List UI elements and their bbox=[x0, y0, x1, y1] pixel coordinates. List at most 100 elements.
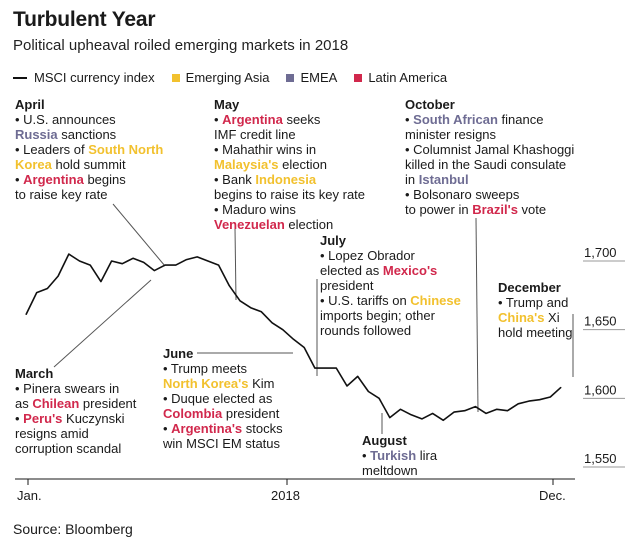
annotation-heading: August bbox=[362, 433, 407, 448]
data-point bbox=[164, 264, 166, 266]
annotation-line: Russia sanctions bbox=[15, 127, 163, 142]
annotation-line: IMF credit line bbox=[214, 127, 365, 142]
annotation-text: • Columnist Jamal Khashoggi bbox=[405, 142, 575, 157]
data-point bbox=[261, 311, 262, 313]
annotation-line: Colombia president bbox=[163, 406, 283, 421]
annotation-text: to raise key rate bbox=[15, 187, 108, 202]
data-point bbox=[250, 307, 252, 309]
legend-item-index: MSCI currency index bbox=[13, 70, 155, 85]
annotation-text: to power in bbox=[405, 202, 473, 217]
annotation-heading: May bbox=[214, 97, 240, 112]
highlight-latam: Argentina's bbox=[171, 421, 243, 436]
data-point bbox=[303, 347, 305, 348]
annotation-text: • bbox=[163, 421, 172, 436]
annotation-text: • Lopez Obrador bbox=[320, 248, 415, 263]
annotation-line: • South African finance bbox=[405, 112, 574, 127]
data-point bbox=[293, 338, 294, 340]
data-point bbox=[496, 408, 498, 410]
annotation-line: • Bank Indonesia bbox=[214, 172, 365, 187]
annotation-line: • Turkish lira bbox=[362, 448, 437, 463]
annotation-line: resigns amid bbox=[15, 426, 136, 441]
legend-line-swatch bbox=[13, 76, 27, 79]
annotation-line: Venezuelan election bbox=[214, 217, 365, 232]
annotation-text: election bbox=[278, 157, 327, 172]
data-point bbox=[207, 260, 209, 262]
data-point bbox=[464, 410, 466, 412]
annotation-line: in Istanbul bbox=[405, 172, 574, 187]
annotation-june: June • Trump meets North Korea's Kim • Duqu… bbox=[163, 346, 283, 451]
annotation-text: vote bbox=[517, 202, 547, 217]
annotation-line: • Argentina's stocks bbox=[163, 421, 283, 436]
annotation-april: April • U.S. announces Russia sanctions • L… bbox=[15, 97, 163, 202]
y-tick-label: 1,650 bbox=[584, 314, 617, 329]
data-point bbox=[196, 256, 198, 258]
annotation-line: • Trump and bbox=[498, 295, 572, 310]
annotation-text: sanctions bbox=[57, 127, 117, 142]
annotation-heading: June bbox=[163, 346, 194, 361]
annotation-text: • Bank bbox=[214, 172, 256, 187]
chart-subtitle: Political upheaval roiled emerging marke… bbox=[13, 37, 349, 54]
annotation-text: • U.S. tariffs on bbox=[320, 293, 411, 308]
annotation-line: to raise key rate bbox=[15, 187, 163, 202]
highlight-latam: Argentina bbox=[23, 172, 84, 187]
annotation-line: • Argentina begins bbox=[15, 172, 163, 187]
annotation-line: • Bolsonaro sweeps bbox=[405, 187, 574, 202]
legend-swatch-emea bbox=[286, 73, 295, 82]
data-point bbox=[175, 264, 177, 266]
highlight-latam: Peru's bbox=[23, 411, 63, 426]
legend-item-emea: EMEA bbox=[286, 70, 337, 85]
annotation-text: lira bbox=[416, 448, 438, 463]
data-point bbox=[154, 270, 155, 271]
data-point bbox=[389, 417, 391, 418]
data-point bbox=[432, 413, 433, 414]
annotation-text: elected as bbox=[320, 263, 383, 278]
annotation-line: • U.S. announces bbox=[15, 112, 163, 127]
annotation-text: meltdown bbox=[362, 463, 418, 478]
annotation-line: as Chilean president bbox=[15, 396, 136, 411]
legend-swatch-latam bbox=[354, 73, 363, 82]
data-point bbox=[89, 264, 91, 266]
annotation-text: win MSCI EM status bbox=[163, 436, 281, 451]
legend-item-asia: Emerging Asia bbox=[171, 70, 269, 85]
data-point bbox=[400, 408, 401, 410]
legend: MSCI currency index Emerging Asia EMEA L… bbox=[13, 70, 464, 85]
legend-item-latam: Latin America bbox=[354, 70, 447, 85]
highlight-asia: Chinese bbox=[410, 293, 461, 308]
data-point bbox=[346, 385, 348, 387]
annotation-text: • Bolsonaro sweeps bbox=[405, 187, 520, 202]
y-tick-label: 1,700 bbox=[584, 245, 617, 260]
highlight-emea: Istanbul bbox=[418, 172, 469, 187]
annotation-line: North Korea's Kim bbox=[163, 376, 283, 391]
annotation-text: • Mahathir wins in bbox=[214, 142, 317, 157]
data-point bbox=[239, 300, 241, 302]
data-point bbox=[485, 413, 487, 414]
data-point bbox=[528, 400, 530, 402]
highlight-latam: Venezuelan bbox=[214, 217, 285, 232]
annotation-text: corruption scandal bbox=[15, 441, 122, 456]
legend-label: EMEA bbox=[300, 70, 338, 85]
annotation-text: finance bbox=[497, 112, 544, 127]
annotation-text: begins bbox=[83, 172, 126, 187]
x-tick-label: Dec. bbox=[539, 488, 566, 503]
highlight-asia: South North bbox=[88, 142, 164, 157]
data-point bbox=[378, 397, 380, 399]
annotation-line: win MSCI EM status bbox=[163, 436, 283, 451]
annotation-text: • U.S. announces bbox=[15, 112, 116, 127]
annotation-text: hold meeting bbox=[498, 325, 573, 340]
annotation-text: president bbox=[320, 278, 374, 293]
annotation-text: IMF credit line bbox=[214, 127, 296, 142]
annotation-october: October • South African finance minister r… bbox=[405, 97, 574, 217]
annotation-text: • bbox=[15, 172, 24, 187]
annotation-leader bbox=[112, 203, 166, 267]
data-point bbox=[368, 391, 369, 392]
annotation-heading: December bbox=[498, 280, 561, 295]
data-point bbox=[410, 414, 412, 416]
annotation-july: July • Lopez Obrador elected as Mexico's pr… bbox=[320, 233, 461, 338]
data-point bbox=[271, 322, 273, 324]
annotation-text: Kuczynski bbox=[62, 411, 125, 426]
legend-label: Latin America bbox=[368, 70, 448, 85]
data-point bbox=[507, 410, 508, 412]
highlight-asia: China's bbox=[498, 310, 545, 325]
data-point bbox=[186, 259, 187, 260]
